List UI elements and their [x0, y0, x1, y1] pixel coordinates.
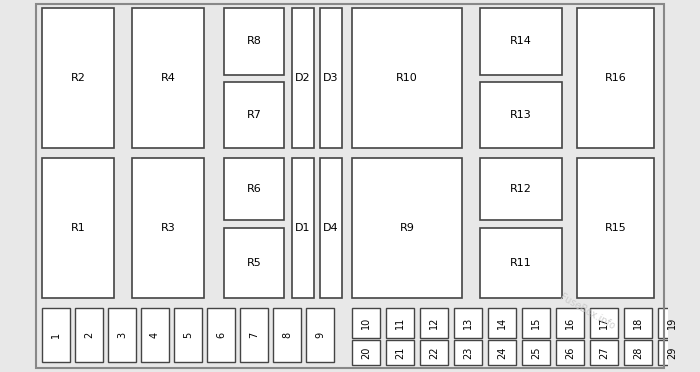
Bar [273, 308, 301, 362]
Text: R11: R11 [510, 258, 532, 268]
Text: 5: 5 [183, 332, 193, 338]
Bar [488, 308, 516, 338]
Bar [42, 8, 114, 148]
Bar [454, 340, 482, 365]
Text: 15: 15 [531, 317, 541, 329]
Text: D1: D1 [295, 223, 311, 233]
Bar [141, 308, 169, 362]
Bar [577, 158, 654, 298]
Bar [42, 308, 70, 362]
Bar [174, 308, 202, 362]
Text: 3: 3 [117, 332, 127, 338]
Text: R3: R3 [160, 223, 176, 233]
Bar [480, 158, 562, 220]
Text: D3: D3 [323, 73, 339, 83]
Text: 10: 10 [361, 317, 371, 329]
Bar [292, 158, 314, 298]
Text: 23: 23 [463, 346, 473, 359]
Text: R9: R9 [400, 223, 414, 233]
Bar [352, 308, 380, 338]
Text: D4: D4 [323, 223, 339, 233]
Text: 13: 13 [463, 317, 473, 329]
Text: R2: R2 [71, 73, 85, 83]
Bar [420, 340, 448, 365]
Text: 9: 9 [315, 332, 325, 338]
Text: R14: R14 [510, 36, 532, 46]
Text: 22: 22 [429, 346, 439, 359]
Bar [386, 340, 414, 365]
Text: R13: R13 [510, 110, 532, 120]
Text: 26: 26 [565, 346, 575, 359]
Bar [624, 308, 652, 338]
Bar [240, 308, 268, 362]
Bar [352, 340, 380, 365]
Text: R16: R16 [605, 73, 626, 83]
Text: 8: 8 [282, 332, 292, 338]
Text: R10: R10 [396, 73, 418, 83]
Bar [132, 158, 204, 298]
Bar [522, 340, 550, 365]
Text: 1: 1 [51, 332, 61, 338]
Text: R4: R4 [160, 73, 176, 83]
Text: 4: 4 [150, 332, 160, 338]
Text: 7: 7 [249, 332, 259, 338]
Text: FuseBox.info: FuseBox.info [558, 292, 616, 332]
Text: 29: 29 [667, 346, 677, 359]
Bar [522, 308, 550, 338]
Text: D2: D2 [295, 73, 311, 83]
Bar [108, 308, 136, 362]
Bar [224, 82, 284, 148]
Bar [224, 158, 284, 220]
Bar [320, 158, 342, 298]
Bar [590, 308, 618, 338]
Bar [480, 8, 562, 75]
Bar [556, 340, 584, 365]
Text: R15: R15 [605, 223, 626, 233]
Bar [224, 8, 284, 75]
Text: R1: R1 [71, 223, 85, 233]
Text: R7: R7 [246, 110, 261, 120]
Text: 16: 16 [565, 317, 575, 329]
Bar [320, 8, 342, 148]
Text: 17: 17 [599, 317, 609, 329]
Bar [658, 340, 686, 365]
Bar [352, 158, 462, 298]
Text: 20: 20 [361, 346, 371, 359]
Bar [224, 228, 284, 298]
Bar [386, 308, 414, 338]
Text: 11: 11 [395, 317, 405, 329]
Bar [454, 308, 482, 338]
Bar [624, 340, 652, 365]
Bar [420, 308, 448, 338]
Bar [658, 308, 686, 338]
Text: R8: R8 [246, 36, 261, 46]
Bar [480, 228, 562, 298]
Bar [207, 308, 235, 362]
Bar [132, 8, 204, 148]
Text: 19: 19 [667, 317, 677, 329]
Text: R6: R6 [246, 184, 261, 194]
Bar [480, 82, 562, 148]
Text: 18: 18 [633, 317, 643, 329]
Bar [352, 8, 462, 148]
Bar [306, 308, 334, 362]
Text: 21: 21 [395, 346, 405, 359]
Text: R5: R5 [246, 258, 261, 268]
Text: 27: 27 [599, 346, 609, 359]
Text: 2: 2 [84, 332, 94, 338]
Bar [590, 340, 618, 365]
Text: 24: 24 [497, 346, 507, 359]
Text: 12: 12 [429, 317, 439, 329]
Bar [42, 158, 114, 298]
Text: R12: R12 [510, 184, 532, 194]
Bar [488, 340, 516, 365]
Bar [577, 8, 654, 148]
Bar [75, 308, 103, 362]
Bar [556, 308, 584, 338]
Text: 6: 6 [216, 332, 226, 338]
Text: 14: 14 [497, 317, 507, 329]
Text: 28: 28 [633, 346, 643, 359]
Bar [292, 8, 314, 148]
Text: 25: 25 [531, 346, 541, 359]
